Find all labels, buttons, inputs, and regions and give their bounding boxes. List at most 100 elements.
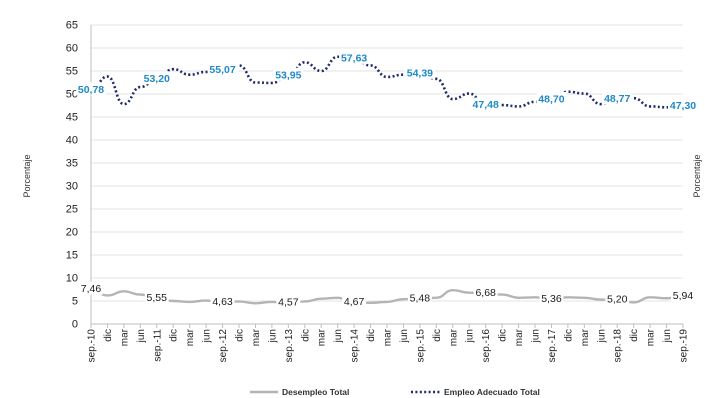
x-tick-label: mar [317,328,328,346]
y-tick-label: 5 [72,296,78,308]
data-label: 48,77 [604,93,630,105]
data-label-bg [539,291,564,305]
y-tick-label: 0 [72,319,78,331]
data-label-bg [605,292,630,306]
legend: Desempleo Total Empleo Adecuado Total [250,387,540,397]
x-tick-label: sep.-19 [679,329,690,363]
y-tick-label: 10 [66,273,78,285]
data-label: 55,07 [209,64,235,76]
x-tick-label: sep.-16 [481,329,492,363]
data-label: 4,63 [212,296,233,308]
x-tick-label: dic [563,329,574,342]
y-tick-label: 40 [66,135,78,147]
data-label: 4,67 [344,296,365,308]
y-tick-label: 60 [66,43,78,55]
legend-label-desempleo: Desempleo Total [282,387,349,397]
x-tick-label: mar [514,328,525,346]
data-labels: 7,46 5,55 4,63 4,57 4,67 5,48 6,68 5,36 5,20 5,94… [76,50,698,308]
gridlines [91,24,683,325]
x-axis: sep.-10 dic mar jun sep.-11 dic mar jun sep.-12 d… [87,323,690,363]
data-label-bg [144,290,169,304]
x-tick-label: dic [432,329,443,342]
y-tick-label: 55 [66,66,78,78]
x-tick-label: dic [235,329,246,342]
x-tick-label: sep.-14 [350,329,361,363]
y-tick-label: 20 [66,227,78,239]
data-label-bg [671,288,695,302]
x-tick-label: jun [662,329,673,343]
y-axis-title-right: Porcentaje [692,154,702,197]
x-tick-label: sep.-18 [613,329,624,363]
series-line-0 [89,288,685,305]
x-tick-label: sep.-17 [547,329,558,363]
x-tick-label: dic [498,329,509,342]
data-label: 5,20 [607,294,628,306]
x-tick-label: dic [103,329,114,342]
data-label: 50,78 [78,84,104,96]
x-tick-label: sep.-15 [415,329,426,363]
data-label-bg [210,294,235,308]
x-tick-label: jun [531,329,542,343]
x-tick-label: jun [399,329,410,343]
data-label-bg [79,281,103,295]
x-tick-label: jun [596,329,607,343]
y-tick-label: 15 [66,250,78,262]
y-tick-label: 50 [66,89,78,101]
data-label: 48,70 [538,93,564,105]
data-label-bg [76,82,106,96]
x-tick-label: dic [169,329,180,342]
data-label-bg [276,294,301,308]
x-tick-label: jun [267,329,278,343]
data-label: 53,95 [275,69,301,81]
data-label: 5,36 [541,293,562,305]
x-tick-label: mar [251,328,262,346]
data-label-bg [141,71,172,85]
data-label: 47,30 [670,100,696,112]
y-tick-label: 65 [66,20,78,32]
x-tick-label: sep.-13 [284,329,295,363]
data-label: 57,63 [341,52,367,64]
x-tick-label: mar [185,328,196,346]
data-label-bg [602,91,633,105]
x-tick-label: mar [646,328,657,346]
data-label-bg [407,290,432,304]
x-tick-label: jun [465,329,476,343]
data-label: 5,48 [410,292,431,304]
x-tick-label: dic [300,329,311,342]
data-label-bg [536,91,567,105]
x-tick-label: sep.-11 [152,329,163,362]
data-label: 5,94 [673,290,694,302]
x-tick-label: dic [366,329,377,342]
data-label-bg [404,65,435,79]
x-tick-label: jun [136,329,147,343]
x-tick-label: sep.-12 [218,329,229,363]
x-tick-label: jun [333,329,344,343]
data-label: 54,39 [407,67,433,79]
data-label-bg [473,285,498,299]
series-line-1 [90,55,684,109]
data-label: 6,68 [475,287,496,299]
data-label-bg [273,67,304,81]
y-axis: 0 5 10 15 20 25 30 35 40 45 50 55 60 65 [66,20,92,331]
y-axis-title-left: Porcentaje [22,154,32,197]
data-label-bg [668,98,698,112]
data-label: 5,55 [147,292,168,304]
x-tick-label: dic [629,329,640,342]
data-label-bg [342,294,367,308]
y-tick-label: 45 [66,112,78,124]
series-layer [89,55,685,305]
data-label: 53,20 [144,73,170,85]
x-tick-label: mar [580,328,591,346]
y-tick-label: 30 [66,181,78,193]
x-tick-label: sep.-10 [87,329,98,363]
legend-label-empleo: Empleo Adecuado Total [444,387,540,397]
x-tick-label: mar [119,328,130,346]
x-tick-label: mar [383,328,394,346]
data-label: 7,46 [81,283,102,295]
data-label-bg [339,50,370,64]
x-tick-label: jun [202,329,213,343]
data-label-bg [207,62,238,76]
data-label-bg [470,97,501,111]
data-label: 4,57 [278,296,299,308]
